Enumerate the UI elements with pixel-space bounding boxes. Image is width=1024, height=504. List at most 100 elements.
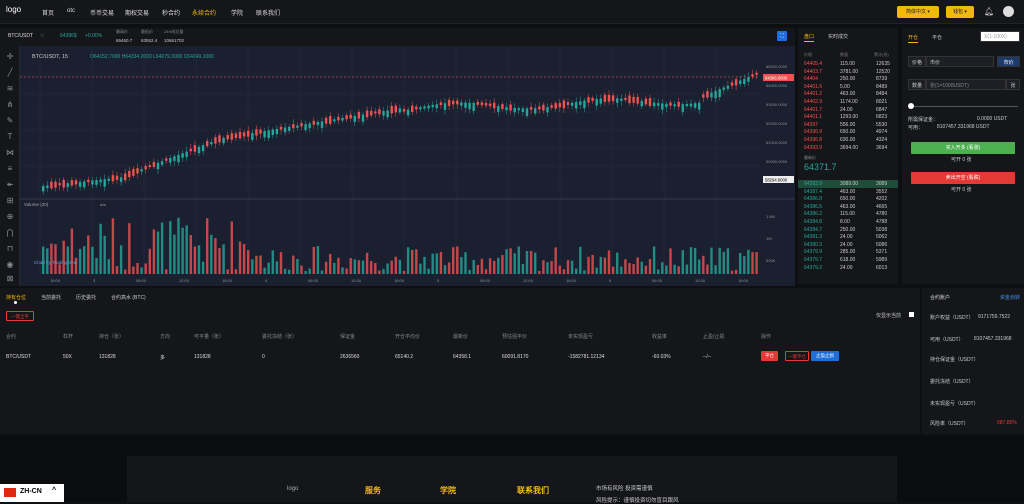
crosshair-icon[interactable]: ✛ xyxy=(6,52,14,61)
tab-orderbook[interactable]: 盘口 xyxy=(804,34,815,40)
trend-line-icon[interactable]: ╱ xyxy=(7,68,13,77)
sell-short-button[interactable]: 卖出开空 (看跌) xyxy=(911,172,1015,184)
orderbook-row[interactable]: 64396.8 630.00 4324 xyxy=(798,136,898,144)
footer-col-contact[interactable]: 联系我们 xyxy=(517,486,549,495)
star-icon[interactable]: ☆ xyxy=(40,33,45,39)
zoom-icon[interactable]: ⊕ xyxy=(6,212,14,221)
language-button[interactable]: 简体中文 ▾ xyxy=(897,6,939,18)
nav-item-spot[interactable]: 币币交易 xyxy=(90,11,115,17)
time-tick: 06:00 xyxy=(480,278,491,283)
orderbook-row[interactable]: 64386.2 115.00 4780 xyxy=(798,210,898,218)
orderbook-row[interactable]: 64384.8 8.00 4788 xyxy=(798,218,898,226)
volume-bar xyxy=(382,268,385,274)
volume-bar xyxy=(648,259,652,274)
candle-body xyxy=(144,165,147,170)
volume-bar xyxy=(517,246,520,274)
price-chart[interactable]: ✛ ╱ ≋ ⋔ ✎ T ⋈ ≡ ↞ ⊞ ⊕ ⋂ ⊓ ◉ ⊠ BTC/USDT, … xyxy=(0,46,795,286)
orderbook-row[interactable]: 64379.9 285.00 5371 xyxy=(798,248,898,256)
site-logo[interactable]: logo xyxy=(6,5,22,14)
leverage-input[interactable]: X(1-100X) xyxy=(980,31,1020,42)
orderbook-row[interactable]: 64379.2 24.00 6013 xyxy=(798,264,898,272)
tab-contract-info[interactable]: 合约高水 (BTC) xyxy=(111,295,146,301)
footer-col-service[interactable]: 服务 xyxy=(365,486,381,495)
orderbook-row[interactable]: 64386.8 650.00 4202 xyxy=(798,195,898,203)
nav-item-otc[interactable]: otc xyxy=(67,8,76,14)
bell-icon[interactable]: 🔔︎ xyxy=(984,7,995,16)
pitchfork-icon[interactable]: ⋔ xyxy=(6,100,14,109)
footer-logo[interactable]: logo xyxy=(287,486,299,492)
nav-item-contact[interactable]: 联系我们 xyxy=(256,11,281,17)
language-badge[interactable]: ZH-CN ^ xyxy=(0,484,64,502)
orderbook-row[interactable]: 64381.3 24.00 5062 xyxy=(798,233,898,241)
orderbook-row[interactable]: 64401.1 1293.00 6823 xyxy=(798,113,898,121)
tradingview-watermark[interactable]: Chart by TradingView xyxy=(34,260,78,265)
lock-icon[interactable]: ⊓ xyxy=(6,244,14,253)
orderbook-row[interactable]: 64396.9 650.00 4974 xyxy=(798,128,898,136)
orderbook-row[interactable]: 64405.4 115.00 12635 xyxy=(798,60,898,68)
close-position-button[interactable]: 平仓 xyxy=(761,351,778,361)
nav-item-academy[interactable]: 学院 xyxy=(231,11,244,17)
qty-input[interactable]: 张(1=1000USDT) xyxy=(926,79,1006,90)
nav-item-home[interactable]: 首页 xyxy=(42,11,55,17)
trash-icon[interactable]: ⊠ xyxy=(6,274,14,283)
tab-trades[interactable]: 实时成交 xyxy=(828,34,849,40)
ob-qty: 3694.00 xyxy=(840,144,859,151)
buy-long-button[interactable]: 买入开多 (看涨) xyxy=(911,142,1015,154)
nav-item-second-contract[interactable]: 秒合约 xyxy=(162,11,181,17)
tab-close[interactable]: 平仓 xyxy=(932,35,943,41)
nav-item-options[interactable]: 期权交易 xyxy=(125,11,150,17)
tab-open[interactable]: 开仓 xyxy=(908,35,919,41)
price-input[interactable]: 市价 xyxy=(926,56,994,67)
candle-body xyxy=(66,183,69,187)
leverage-slider-handle[interactable] xyxy=(908,103,914,109)
orderbook-row[interactable]: 64386.5 463.00 4665 xyxy=(798,203,898,211)
candle-body xyxy=(214,137,217,144)
orderbook-row[interactable]: 64393.9 3089.00 3089 xyxy=(798,180,898,188)
candle-body xyxy=(365,110,369,118)
orderbook-row[interactable]: 64384.7 250.00 5038 xyxy=(798,226,898,234)
ticker-pair[interactable]: BTC/USDT xyxy=(8,33,33,39)
footer-col-academy[interactable]: 学院 xyxy=(440,486,456,495)
tab-positions[interactable]: 持有仓位 xyxy=(6,295,27,301)
volume-bar xyxy=(472,259,475,274)
wallet-button[interactable]: 钱包 ▾ xyxy=(946,6,974,18)
candlestick-chart[interactable]: BTC/USDT, 15 O64152.7000 H64334.2000 L64… xyxy=(20,46,795,286)
candle-body xyxy=(238,131,242,139)
magnet-icon[interactable]: ⋂ xyxy=(6,228,14,237)
multi-line-icon[interactable]: ≋ xyxy=(6,84,14,93)
quick-close-button[interactable]: 一键平仓 xyxy=(785,351,809,361)
orderbook-row[interactable]: 64401.2 463.00 8484 xyxy=(798,90,898,98)
fib-icon[interactable]: ≡ xyxy=(7,164,13,173)
arrow-icon[interactable]: ↞ xyxy=(6,180,14,189)
text-icon[interactable]: T xyxy=(7,132,13,141)
orderbook-row[interactable]: 64403.7 3781.00 12520 xyxy=(798,68,898,76)
volume-bar xyxy=(739,252,742,274)
orderbook-row[interactable]: 64404 250.00 8739 xyxy=(798,75,898,83)
tp-sl-button[interactable]: 止盈止损 xyxy=(811,351,839,361)
eye-icon[interactable]: ◉ xyxy=(6,260,14,269)
only-current-checkbox[interactable] xyxy=(909,312,914,317)
tab-open-orders[interactable]: 当前委托 xyxy=(41,295,62,301)
tab-history[interactable]: 历史委托 xyxy=(76,295,97,301)
orderbook-row[interactable]: 64379.7 618.00 5989 xyxy=(798,256,898,264)
volume-bar xyxy=(747,249,750,274)
candle-body xyxy=(173,156,176,161)
pattern-icon[interactable]: ⋈ xyxy=(6,148,14,157)
close-all-button[interactable]: 一键全平 xyxy=(6,311,34,321)
fullscreen-icon[interactable]: ⛶ xyxy=(777,31,787,41)
transfer-link[interactable]: 资金划转 xyxy=(1000,295,1021,301)
orderbook-row[interactable]: 64387.4 463.00 3552 xyxy=(798,188,898,196)
orderbook-row[interactable]: 64380.3 24.00 5086 xyxy=(798,241,898,249)
avatar[interactable] xyxy=(1003,6,1014,17)
orderbook-row[interactable]: 64402.9 1174.00 8021 xyxy=(798,98,898,106)
orderbook-row[interactable]: 64401.7 24.00 6847 xyxy=(798,106,898,114)
leverage-slider-track[interactable] xyxy=(910,106,1018,107)
orderbook-row[interactable]: 64393.9 3694.00 3694 xyxy=(798,144,898,152)
measure-icon[interactable]: ⊞ xyxy=(6,196,14,205)
brush-icon[interactable]: ✎ xyxy=(6,116,14,125)
orderbook-row[interactable]: 64397 556.00 5530 xyxy=(798,121,898,129)
price-type-button[interactable]: 市价 xyxy=(997,56,1020,67)
nav-item-perpetual[interactable]: 永续合约 xyxy=(192,11,217,17)
orderbook-row[interactable]: 64401.6 5.00 8489 xyxy=(798,83,898,91)
candle-body xyxy=(386,110,389,118)
